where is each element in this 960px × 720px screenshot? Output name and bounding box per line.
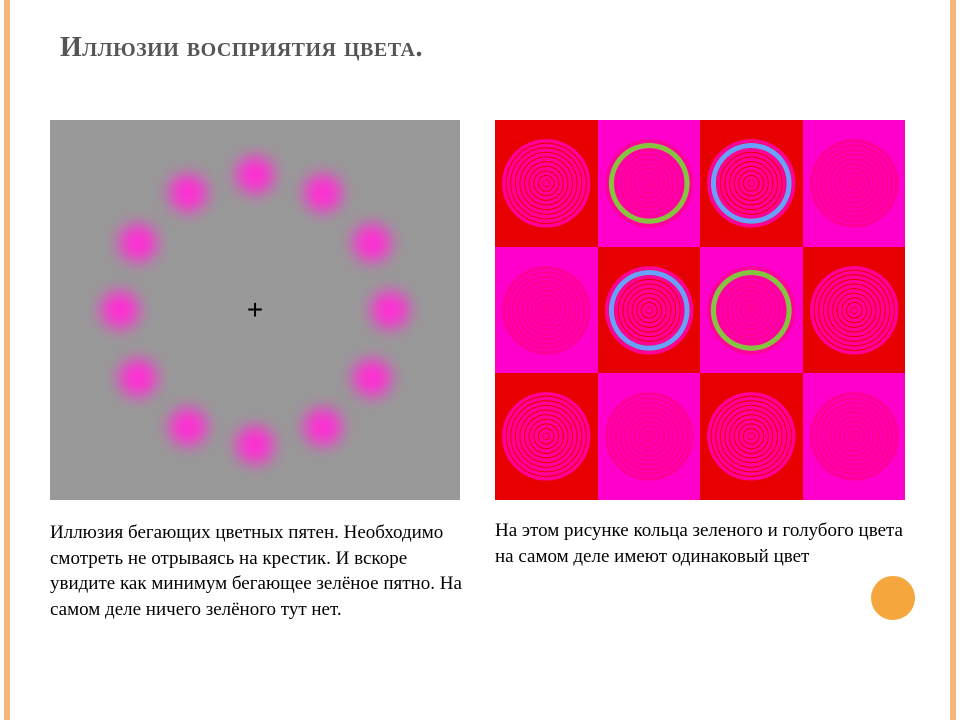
lilac-dot [236, 426, 274, 464]
grid-cell [700, 373, 803, 500]
lilac-dot [169, 408, 207, 446]
right-column: На этом рисунке кольца зеленого и голубо… [495, 120, 910, 690]
accent-bar-right [950, 0, 956, 720]
grid-cell [495, 373, 598, 500]
lilac-dot [119, 224, 157, 262]
grid-cell [598, 247, 701, 374]
grid-cell [495, 247, 598, 374]
rings-grid-figure [495, 120, 905, 500]
grid-cell [700, 247, 803, 374]
lilac-dot [236, 156, 274, 194]
grid-cell [495, 120, 598, 247]
left-caption: Иллюзия бегающих цветных пятен. Необходи… [50, 520, 465, 623]
lilac-dot [371, 291, 409, 329]
content-row: + Иллюзия бегающих цветных пятен. Необхо… [50, 120, 910, 690]
grid-cell [803, 247, 906, 374]
lilac-dot [304, 174, 342, 212]
grid-cell [598, 373, 701, 500]
fixation-cross: + [247, 294, 263, 326]
lilac-chaser-figure: + [50, 120, 460, 500]
grid-cell [598, 120, 701, 247]
lilac-dot [119, 359, 157, 397]
lilac-dot [353, 224, 391, 262]
lilac-dot [304, 408, 342, 446]
grid-cell [803, 120, 906, 247]
right-caption: На этом рисунке кольца зеленого и голубо… [495, 518, 910, 569]
page-title: Иллюзии восприятия цвета. [60, 32, 423, 64]
left-column: + Иллюзия бегающих цветных пятен. Необхо… [50, 120, 465, 690]
lilac-dot [353, 359, 391, 397]
lilac-dot [101, 291, 139, 329]
accent-bar-left [4, 0, 10, 720]
grid-cell [700, 120, 803, 247]
lilac-dot [169, 174, 207, 212]
grid-cell [803, 373, 906, 500]
